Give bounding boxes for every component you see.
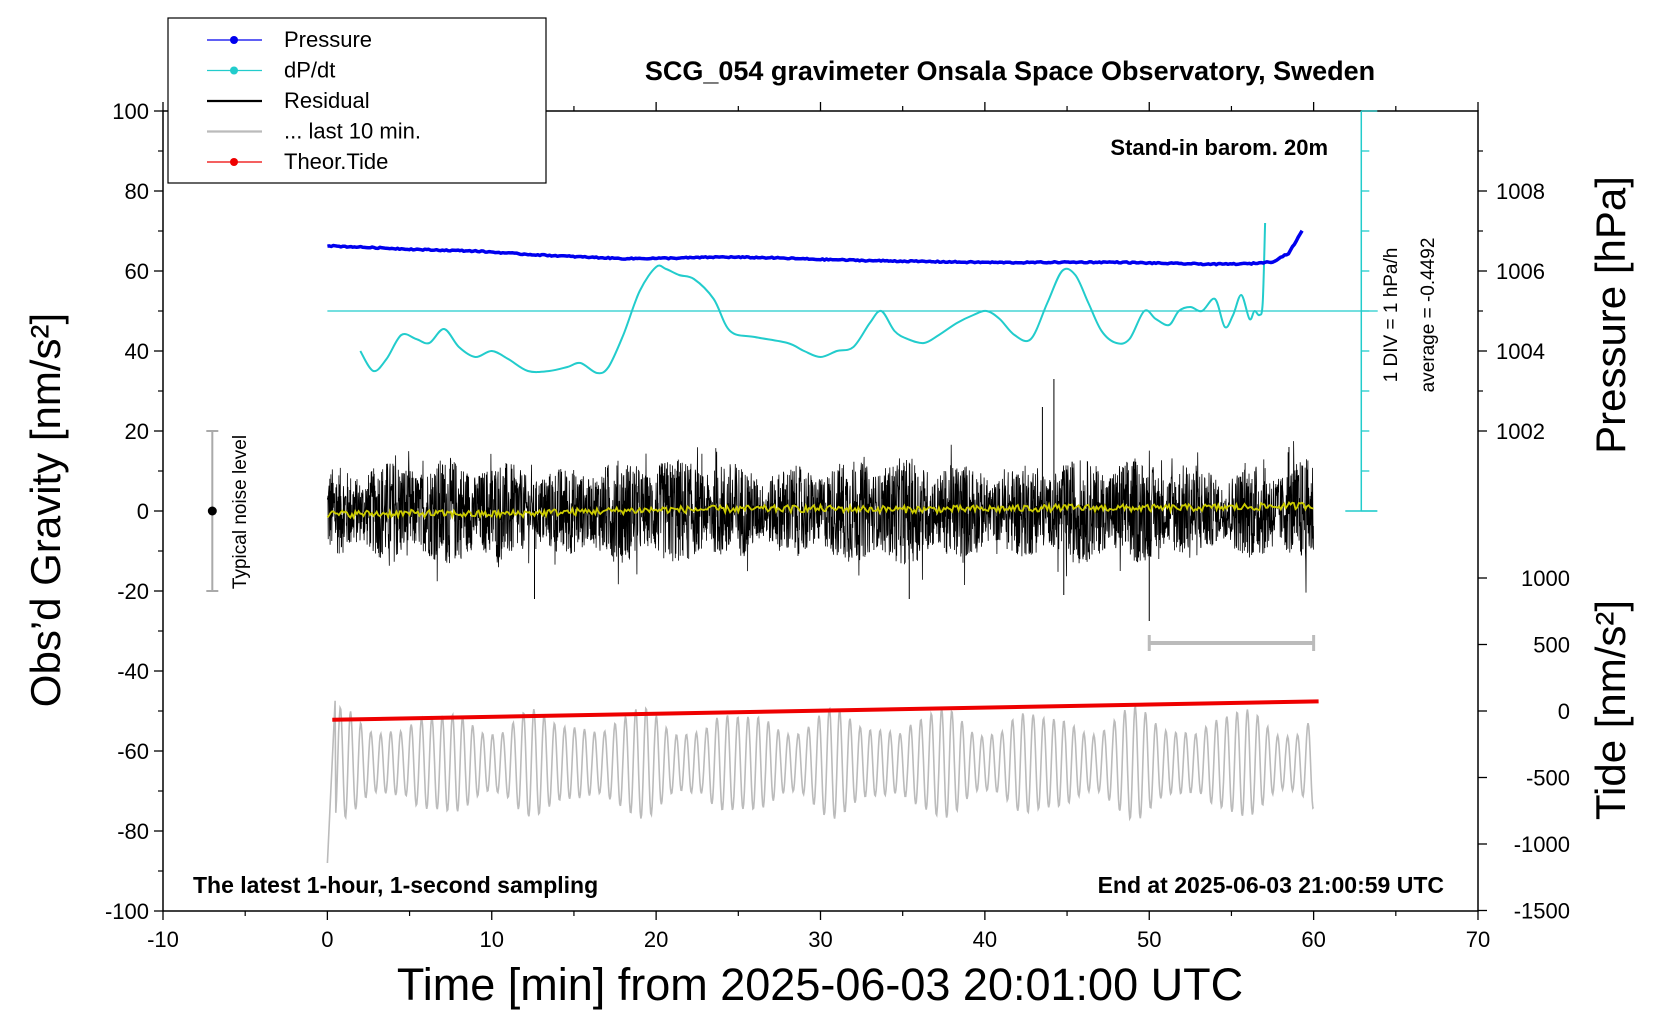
x-tick-label: 70: [1466, 927, 1490, 952]
x-tick-label: 10: [480, 927, 504, 952]
y-axis-label-tide: Tide [nm/s²]: [1587, 600, 1634, 820]
noise-bar-center-dot: [207, 506, 217, 516]
y-tick-label: -20: [117, 579, 149, 604]
y-tick-label: 20: [125, 419, 149, 444]
footer-right-label: End at 2025-06-03 21:00:59 UTC: [1098, 872, 1444, 898]
noise-level-label: Typical noise level: [230, 435, 251, 589]
tide-tick-label: -1000: [1514, 832, 1570, 857]
x-tick-label: 60: [1301, 927, 1325, 952]
legend-label: Pressure: [284, 27, 372, 52]
legend-label: Theor.Tide: [284, 149, 388, 174]
y-tick-label: 0: [137, 499, 149, 524]
tide-tick-label: 500: [1533, 633, 1570, 658]
x-tick-label: 20: [644, 927, 668, 952]
series-residual-line: [327, 441, 1314, 593]
scale-average-label: average = -0.4492: [1418, 238, 1439, 393]
x-tick-label: 40: [973, 927, 997, 952]
pressure-tick-label: 1006: [1496, 259, 1545, 284]
tide-tick-labels: 1000 500 0 -500 -1000 -1500: [1514, 566, 1570, 924]
tide-tick-label: 1000: [1521, 566, 1570, 591]
x-tick-label: 30: [808, 927, 832, 952]
series-theor-tide-line: [332, 699, 1319, 722]
legend-swatch-dot: [230, 66, 238, 75]
tide-tick-label: -500: [1526, 766, 1570, 791]
y-tick-label: -100: [105, 899, 149, 924]
y-axis-label-left: Obs’d Gravity [nm/s²]: [22, 313, 69, 707]
chart-title: SCG_054 gravimeter Onsala Space Observat…: [645, 56, 1375, 86]
pressure-tick-label: 1002: [1496, 419, 1545, 444]
series-smoothed-residual-line: [326, 500, 1314, 521]
scale-div-label: 1 DIV = 1 hPa/h: [1381, 248, 1402, 383]
legend: Pressure dP/dt Residual ... last 10 min. The…: [167, 17, 547, 184]
barometer-label: Stand-in barom. 20m: [1110, 135, 1328, 160]
series-dpdt-line: [359, 222, 1267, 375]
pressure-tick-labels: 1008 1006 1004 1002: [1496, 179, 1545, 444]
legend-label: Residual: [284, 88, 370, 113]
x-tick-label: 0: [321, 927, 333, 952]
pressure-tick-label: 1008: [1496, 179, 1545, 204]
dpdt-scale-bar: [1345, 110, 1378, 512]
last10-range-bar: [1147, 635, 1316, 651]
x-tick-label: 50: [1137, 927, 1161, 952]
x-tick-label: -10: [147, 927, 179, 952]
footer-left-label: The latest 1-hour, 1-second sampling: [193, 872, 598, 898]
tide-tick-label: -1500: [1514, 899, 1570, 924]
y-tick-label: 40: [125, 339, 149, 364]
legend-label: ... last 10 min.: [284, 119, 421, 144]
series-last10-line: [326, 700, 1315, 864]
y-tick-label: 60: [125, 259, 149, 284]
y-tick-labels: 100 80 60 40 20 0 -20 -40 -60 -80 -100: [105, 99, 149, 924]
series-pressure-line: [327, 229, 1304, 267]
x-axis-label: Time [min] from 2025-06-03 20:01:00 UTC: [397, 959, 1243, 1010]
x-tick-labels: -10 0 10 20 30 40 50 60 70: [147, 927, 1490, 952]
noise-level-bar: [206, 430, 219, 592]
legend-swatch-dot: [230, 36, 238, 44]
y-tick-label: -40: [117, 659, 149, 684]
y-tick-label: 100: [112, 99, 149, 124]
tide-tick-label: 0: [1558, 699, 1570, 724]
y-axis-label-pressure: Pressure [hPa]: [1587, 176, 1634, 454]
pressure-tick-label: 1004: [1496, 339, 1545, 364]
legend-swatch-dot: [230, 158, 238, 166]
y-tick-label: 80: [125, 179, 149, 204]
y-tick-label: -80: [117, 819, 149, 844]
legend-label: dP/dt: [284, 58, 335, 83]
y-tick-label: -60: [117, 739, 149, 764]
series-layer: [326, 222, 1319, 864]
legend-box: [167, 17, 547, 184]
